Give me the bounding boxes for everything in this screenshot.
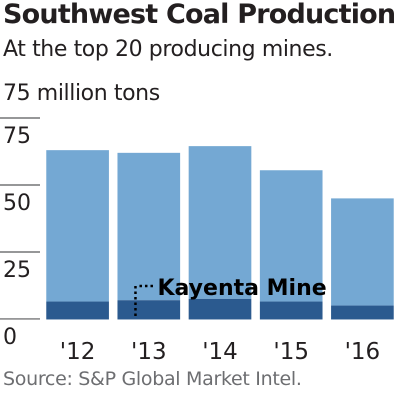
x-tick-label: '16 [345, 339, 381, 365]
x-tick-label: '12 [60, 339, 96, 365]
source-note: Source: S&P Global Market Intel. [3, 368, 302, 390]
bar-total-1 [117, 152, 181, 301]
x-tick-label: '14 [202, 339, 238, 365]
bar-total-2 [188, 146, 252, 299]
y-tick-label: 25 [3, 258, 31, 283]
bar-kayenta-3 [259, 301, 323, 320]
y-tick-label: 0 [3, 325, 17, 350]
bar-kayenta-1 [117, 300, 181, 320]
bar-total-3 [259, 170, 323, 302]
y-tick-label: 50 [3, 191, 31, 216]
x-tick-label: '13 [131, 339, 167, 365]
bar-kayenta-2 [188, 298, 252, 320]
x-tick-label: '15 [273, 339, 309, 365]
chart-title: Southwest Coal Production [3, 0, 396, 30]
bar-kayenta-0 [46, 301, 109, 320]
y-tick-label: 75 [3, 124, 31, 149]
bar-kayenta-4 [331, 305, 394, 320]
unit-note: 75 million tons [3, 81, 160, 106]
chart-subtitle: At the top 20 producing mines. [3, 37, 333, 62]
bar-total-4 [331, 198, 394, 306]
bar-total-0 [46, 150, 109, 302]
kayenta-annotation-label: Kayenta Mine [157, 276, 326, 301]
